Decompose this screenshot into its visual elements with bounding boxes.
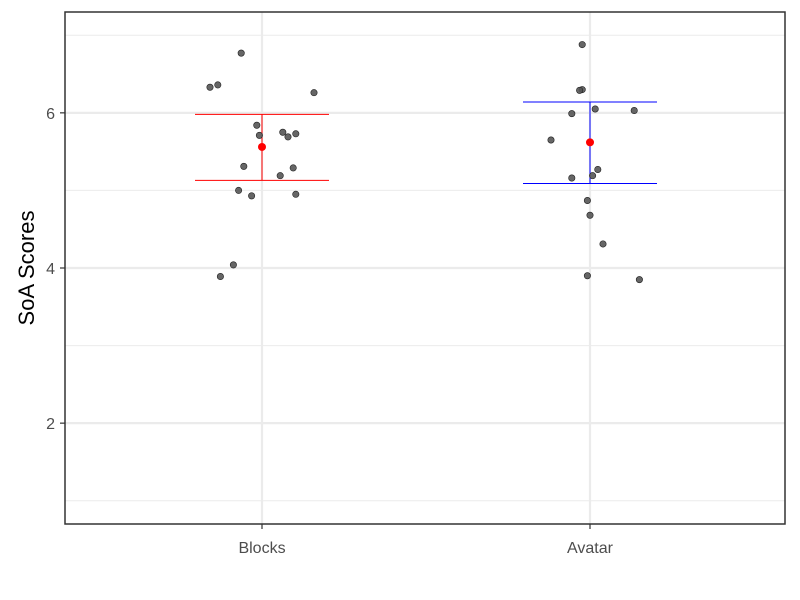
data-point — [547, 136, 555, 144]
data-point — [235, 186, 243, 194]
y-axis-title: SoA Scores — [14, 211, 39, 326]
axes: 2 4 6 Blocks Avatar — [46, 106, 614, 557]
data-point — [289, 164, 297, 172]
data-point — [206, 83, 214, 91]
data-points — [206, 41, 643, 284]
data-point — [240, 162, 248, 170]
data-point — [589, 172, 597, 180]
data-point — [568, 110, 576, 118]
data-point — [279, 128, 287, 136]
mean-point — [586, 138, 594, 147]
data-point — [586, 211, 594, 219]
data-point — [276, 172, 284, 180]
data-point — [583, 197, 591, 205]
data-point — [591, 105, 599, 113]
y-tick-label: 4 — [46, 261, 55, 278]
x-tick-label: Avatar — [567, 540, 614, 557]
mean-markers — [258, 138, 594, 151]
data-point — [599, 240, 607, 248]
mean-point — [258, 142, 266, 151]
data-point — [578, 41, 586, 49]
y-tick-label: 6 — [46, 106, 55, 123]
data-point — [292, 190, 300, 198]
data-point — [229, 261, 237, 269]
data-point — [568, 174, 576, 182]
data-point — [214, 81, 222, 89]
data-point — [255, 131, 263, 139]
data-point — [576, 86, 584, 94]
data-point — [216, 273, 224, 281]
data-point — [635, 276, 643, 284]
data-point — [630, 107, 638, 115]
data-point — [310, 89, 318, 97]
data-point — [284, 133, 292, 141]
y-tick-label: 2 — [46, 416, 55, 433]
grid-lines — [65, 12, 785, 524]
data-point — [253, 121, 261, 129]
data-point — [248, 192, 256, 200]
data-point — [583, 272, 591, 280]
data-point — [237, 49, 245, 57]
data-point — [292, 130, 300, 138]
x-tick-label: Blocks — [238, 540, 285, 557]
data-point — [594, 165, 602, 173]
